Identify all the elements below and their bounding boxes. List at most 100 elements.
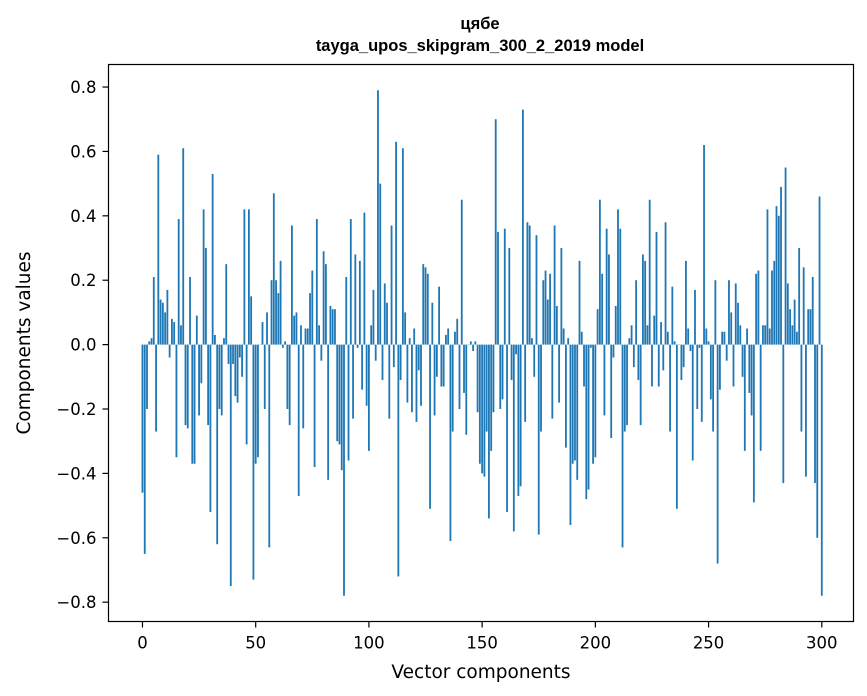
bar	[544, 270, 547, 345]
bar	[198, 344, 200, 416]
bar	[320, 344, 323, 361]
y-tick-label: 0.8	[70, 78, 96, 97]
bar	[186, 344, 189, 429]
bar	[474, 341, 477, 345]
bar	[309, 293, 311, 345]
bar	[406, 344, 409, 403]
x-tick-label: 100	[353, 634, 385, 653]
bar	[422, 264, 425, 345]
bar	[795, 331, 798, 345]
bar	[155, 344, 157, 432]
bar	[608, 254, 610, 345]
bar	[748, 344, 751, 393]
bar	[723, 331, 726, 345]
bar	[472, 344, 474, 352]
bar	[411, 344, 413, 413]
bar	[598, 199, 601, 345]
bar	[365, 344, 368, 406]
bar	[585, 344, 588, 500]
bar	[345, 277, 348, 345]
bar	[372, 289, 375, 345]
bar	[250, 296, 253, 345]
bar	[293, 315, 296, 345]
bar	[277, 293, 280, 345]
bar	[354, 254, 357, 345]
bar	[526, 222, 529, 345]
y-tick-label: 0.6	[70, 142, 96, 161]
bar	[540, 344, 542, 432]
bar	[381, 344, 384, 381]
bar	[807, 309, 810, 345]
bar	[447, 328, 450, 345]
bar	[281, 344, 284, 348]
x-axis: 0 50 100 150 200 250 300	[137, 621, 838, 653]
bar	[191, 344, 194, 464]
bar	[458, 344, 461, 409]
bar	[814, 344, 816, 484]
bar	[499, 344, 502, 409]
bar	[800, 344, 803, 432]
bar	[664, 222, 667, 345]
bar	[589, 344, 592, 348]
bar	[318, 325, 320, 345]
bar	[798, 248, 801, 345]
bar	[805, 344, 807, 477]
bar	[200, 344, 203, 384]
bar	[329, 305, 332, 345]
bar	[164, 312, 167, 345]
bar	[675, 344, 678, 509]
bar	[764, 325, 767, 345]
bar	[401, 148, 404, 345]
bar	[789, 309, 791, 345]
bar	[483, 344, 486, 477]
bar	[338, 344, 341, 445]
y-tick-label: 0.0	[70, 336, 96, 355]
bar	[379, 183, 382, 345]
bar	[517, 344, 520, 496]
x-tick-label: 50	[245, 634, 266, 653]
x-tick-label: 0	[137, 634, 148, 653]
bar	[286, 344, 289, 409]
bar	[757, 270, 760, 345]
bar	[732, 344, 735, 387]
bar	[424, 267, 427, 345]
bar	[300, 325, 302, 345]
bar	[356, 344, 359, 348]
y-tick-label: −0.4	[56, 464, 96, 483]
bar	[558, 344, 561, 403]
bar	[469, 341, 472, 345]
bar	[161, 302, 164, 345]
bar	[454, 331, 456, 345]
bar	[651, 344, 653, 387]
bar	[440, 344, 443, 387]
bar	[227, 344, 230, 364]
bar	[485, 344, 488, 432]
bar	[705, 328, 708, 345]
bar	[592, 344, 594, 464]
bar	[515, 344, 517, 355]
bar	[703, 144, 705, 345]
bar	[218, 344, 221, 409]
bar	[786, 283, 789, 345]
bar	[202, 209, 205, 345]
bar	[728, 280, 730, 345]
bar	[587, 344, 590, 490]
bar	[755, 273, 758, 345]
bar	[214, 334, 216, 345]
bar	[671, 286, 674, 345]
y-tick-label: −0.8	[56, 593, 96, 612]
bar	[390, 225, 393, 345]
bar	[687, 328, 690, 345]
bar	[537, 344, 540, 535]
bar	[793, 299, 796, 345]
bar	[288, 344, 291, 426]
bar	[682, 344, 685, 368]
bar	[694, 289, 696, 345]
bar	[236, 344, 239, 403]
bar	[327, 344, 330, 480]
bar	[551, 344, 554, 419]
bar	[635, 280, 638, 345]
bar	[700, 344, 703, 422]
bar	[553, 225, 556, 345]
bar	[209, 344, 212, 513]
